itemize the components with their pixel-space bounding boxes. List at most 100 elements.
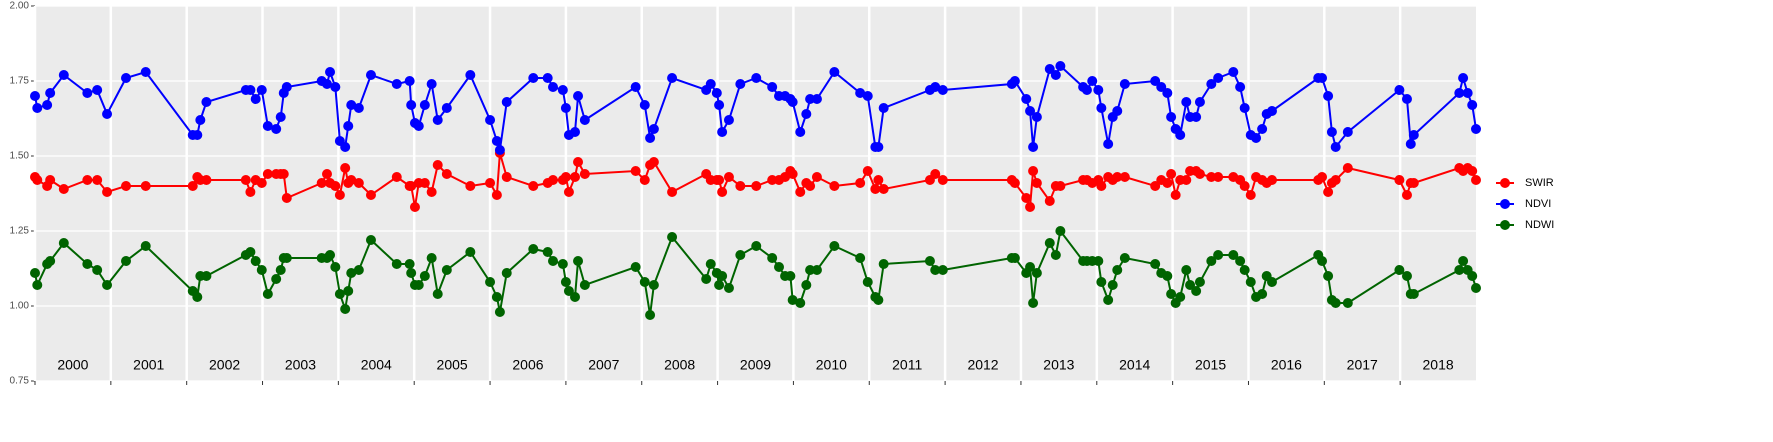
point [1194,97,1205,107]
point [1044,238,1055,248]
point [1166,289,1177,299]
point [862,91,873,101]
point [262,289,273,299]
point [630,166,641,176]
point [878,184,889,194]
point [121,256,132,266]
point [441,103,452,113]
point [1050,70,1061,80]
point [795,187,806,197]
point [1266,106,1277,116]
point [271,274,282,284]
point [1044,196,1055,206]
point [58,238,69,248]
point [195,115,206,125]
y-tick-label: 2.00 [10,1,30,12]
point [862,166,873,176]
point [365,235,376,245]
point [281,193,292,203]
point [811,172,822,182]
year-label: 2017 [1347,357,1378,373]
point [1251,133,1262,143]
point [1239,181,1250,191]
point [256,178,267,188]
point [1342,298,1353,308]
point [723,172,734,182]
point [645,310,656,320]
point [58,184,69,194]
point [1467,271,1478,281]
point [501,172,512,182]
point [528,181,539,191]
legend-marker [1500,178,1510,188]
point [1394,175,1405,185]
point [256,85,267,95]
point [281,253,292,263]
point [811,265,822,275]
point [1408,178,1419,188]
point [1266,277,1277,287]
point [1394,85,1405,95]
point [201,97,212,107]
point [245,187,256,197]
point [1009,253,1020,263]
point [346,175,357,185]
point [1471,283,1481,293]
point [1031,112,1042,122]
point [494,307,505,317]
point [353,178,364,188]
point [1009,178,1020,188]
point [751,241,762,251]
point [1181,265,1192,275]
year-label: 2013 [1043,357,1074,373]
point [250,94,261,104]
point [406,181,417,191]
point [45,175,56,185]
point [250,256,261,266]
point [1021,193,1032,203]
point [1025,262,1036,272]
point [735,79,746,89]
point [1028,142,1039,152]
point [32,280,43,290]
point [1323,187,1334,197]
point [795,298,806,308]
point [1342,163,1353,173]
year-label: 2001 [133,357,164,373]
point [1096,181,1107,191]
point [714,175,725,185]
point [325,250,336,260]
point [58,70,69,80]
point [82,175,93,185]
point [573,91,584,101]
point [201,175,212,185]
year-label: 2011 [892,357,922,373]
point [275,265,286,275]
point [187,181,198,191]
point [321,169,332,179]
point [1245,277,1256,287]
point [735,181,746,191]
point [391,259,402,269]
point [340,142,351,152]
point [1462,88,1473,98]
point [1028,298,1039,308]
point [701,274,712,284]
point [1170,190,1181,200]
point [1081,85,1092,95]
point [330,262,341,272]
point [432,115,443,125]
point [1401,190,1412,200]
point [406,268,417,278]
point [1330,298,1341,308]
point [667,73,678,83]
year-label: 2003 [285,357,316,373]
point [1257,289,1268,299]
point [102,280,113,290]
point [334,190,345,200]
point [1326,127,1337,137]
point [391,79,402,89]
point [795,127,806,137]
point [30,268,40,278]
point [1021,94,1032,104]
